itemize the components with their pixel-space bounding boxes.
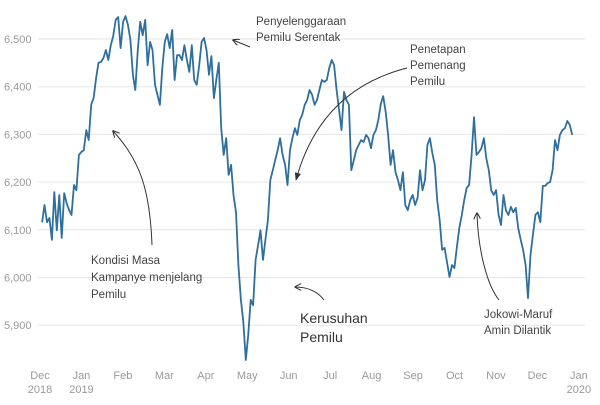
x-tick-month: Jan	[570, 370, 588, 382]
x-tick-month: Feb	[113, 370, 132, 382]
y-tick-label: 6,200	[4, 177, 32, 189]
annotation-line: Penetapan	[410, 44, 466, 56]
annotation-line: Pemilu	[300, 329, 343, 345]
annotation-line: Amin Dilantik	[484, 325, 551, 337]
y-tick-label: 6,000	[4, 273, 32, 285]
x-tick-month: Jul	[323, 370, 337, 382]
annotation-jokowi: Jokowi-Maruf Amin Dilantik	[484, 309, 553, 337]
x-tick-month: May	[237, 370, 258, 382]
y-tick-label: 6,500	[4, 34, 32, 46]
annotation-arrow-penetapan	[294, 67, 408, 181]
x-tick-month: Aug	[362, 370, 382, 382]
annotation-arrow-penyelenggaraan	[233, 40, 251, 48]
annotation-line: Pemilu	[91, 289, 126, 301]
annotation-arrow-kondisi	[113, 131, 153, 246]
y-tick-label: 6,100	[4, 225, 32, 237]
x-tick-month: Jan	[73, 370, 91, 382]
x-tick-month: Sep	[403, 370, 423, 382]
x-tick-month: Oct	[446, 370, 463, 382]
annotation-line: Kerusuhan	[300, 310, 368, 326]
x-tick-month: Jun	[280, 370, 298, 382]
y-tick-label: 5,900	[4, 320, 32, 332]
x-tick-year: 2020	[567, 384, 591, 396]
x-tick-month: Dec	[30, 370, 50, 382]
annotation-line: Jokowi-Maruf	[484, 309, 553, 321]
x-tick-year: 2018	[28, 384, 52, 396]
annotation-arrow-kerusuhan	[295, 287, 325, 301]
annotation-line: Penyelenggaraan	[256, 16, 346, 28]
annotation-penyelenggaraan: Penyelenggaraan Pemilu Serentak	[256, 16, 346, 44]
series-line-index	[41, 15, 574, 361]
y-tick-label: 6,300	[4, 129, 32, 141]
x-tick-month: Apr	[197, 370, 214, 382]
annotation-line: Kondisi Masa	[91, 255, 161, 267]
annotation-line: Pemilu	[410, 76, 445, 88]
y-tick-label: 6,400	[4, 82, 32, 94]
annotation-kerusuhan: Kerusuhan Pemilu	[300, 310, 368, 345]
annotation-kondisi: Kondisi Masa Kampanye menjelang Pemilu	[91, 255, 202, 301]
annotation-line: Pemilu Serentak	[256, 32, 341, 44]
x-tick-month: Dec	[528, 370, 548, 382]
x-tick-month: Nov	[486, 370, 506, 382]
annotation-penetapan: Penetapan Pemenang Pemilu	[410, 44, 466, 88]
x-tick-month: Mar	[155, 370, 174, 382]
x-tick-year: 2019	[69, 384, 93, 396]
annotation-line: Pemenang	[410, 60, 466, 72]
annotation-line: Kampanye menjelang	[91, 272, 202, 284]
annotation-arrow-jokowi	[477, 213, 500, 301]
